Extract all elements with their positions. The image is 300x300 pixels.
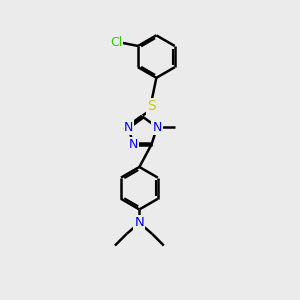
Text: N: N [123,121,133,134]
Text: N: N [152,121,162,134]
Text: N: N [134,216,144,229]
Text: Cl: Cl [110,36,122,49]
Text: N: N [129,138,138,151]
Text: S: S [147,100,155,113]
